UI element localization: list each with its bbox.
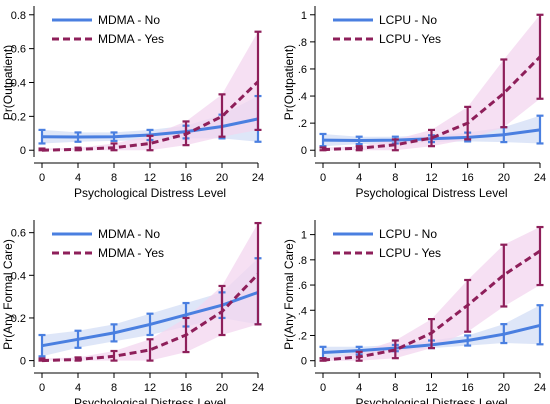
x-tick-label: 12	[144, 172, 156, 184]
x-axis-title: Psychological Distress Level	[74, 186, 226, 200]
x-tick-label: 8	[111, 382, 117, 394]
x-tick-label: 20	[216, 172, 228, 184]
x-tick-label: 0	[39, 382, 45, 394]
x-tick-label: 4	[75, 382, 81, 394]
y-tick-label: 0.6	[11, 228, 26, 240]
x-tick-label: 24	[534, 382, 546, 394]
y-tick-label: 0	[301, 145, 307, 157]
x-tick-label: 0	[320, 382, 326, 394]
series-line-yes	[322, 55, 542, 152]
legend-label: MDMA - Yes	[98, 246, 164, 260]
legend-label: MDMA - Yes	[98, 32, 164, 46]
x-tick-label: 8	[392, 382, 398, 394]
x-tick-label: 12	[425, 172, 437, 184]
y-tick-label: .6	[298, 64, 307, 76]
confidence-band-yes	[42, 223, 258, 361]
y-tick-label: .2	[298, 330, 307, 342]
x-tick-label: 24	[252, 382, 264, 394]
series-line-yes	[322, 249, 541, 362]
x-tick-label: 12	[144, 382, 156, 394]
y-tick-label: .4	[298, 91, 307, 103]
y-tick-label: .8	[298, 255, 307, 267]
confidence-band-no	[323, 115, 540, 147]
x-tick-label: 24	[252, 172, 264, 184]
y-tick-label: 0.6	[11, 44, 26, 56]
x-tick-label: 4	[75, 172, 81, 184]
series-line-yes	[41, 80, 260, 152]
chart-panel-3: 0 0.2 0.4 0.6 0 4 8 12 16 20 24 Psychological Distr…	[1, 220, 264, 404]
y-tick-label: 0.4	[11, 270, 26, 282]
x-tick-label: 20	[498, 172, 510, 184]
x-tick-label: 0	[320, 172, 326, 184]
series-line-yes	[41, 273, 260, 363]
y-tick-label: 1	[301, 230, 307, 242]
y-tick-label: 0	[301, 356, 307, 368]
y-axis-title: Pr(Any Formal Care)	[282, 239, 296, 350]
y-axis-title: Pr(Any Formal Care)	[1, 239, 15, 350]
x-tick-label: 16	[180, 172, 192, 184]
confidence-band-yes	[323, 14, 540, 151]
legend-label: LCPU - Yes	[379, 246, 441, 260]
y-axis-title: Pr(Outpatient)	[1, 45, 15, 120]
x-tick-label: 16	[462, 382, 474, 394]
confidence-band-no	[42, 258, 258, 357]
y-tick-label: 0	[20, 356, 26, 368]
x-tick-label: 20	[216, 382, 228, 394]
x-tick-label: 8	[111, 172, 117, 184]
legend-label: LCPU - No	[379, 227, 437, 241]
y-tick-label: .2	[298, 118, 307, 130]
chart-panel-4: 0 .2 .4 .6 .8 1 0 4 8 12 16 20 24 Psychological Distr…	[282, 220, 546, 404]
x-axis-title: Psychological Distress Level	[355, 396, 507, 404]
chart-panel-2: 0 .2 .4 .6 .8 1 0 4 8 12 16 20 24 Psychological Distr…	[282, 6, 546, 200]
chart-panel-1: 0 0.2 0.4 0.6 0.8 0 4 8 12 16 20 24 Psychological Di…	[1, 6, 264, 200]
y-tick-label: 0.2	[11, 313, 26, 325]
x-tick-label: 24	[534, 172, 546, 184]
x-tick-label: 16	[180, 382, 192, 394]
x-tick-label: 4	[356, 382, 362, 394]
y-axis-title: Pr(Outpatient)	[282, 45, 296, 120]
x-tick-label: 20	[498, 382, 510, 394]
x-tick-label: 8	[392, 172, 398, 184]
x-tick-label: 12	[425, 382, 437, 394]
y-tick-label: .8	[298, 37, 307, 49]
y-tick-label: 0.2	[11, 111, 26, 123]
x-tick-label: 0	[39, 172, 45, 184]
x-axis-title: Psychological Distress Level	[355, 186, 507, 200]
legend-label: LCPU - Yes	[379, 32, 441, 46]
x-tick-label: 4	[356, 172, 362, 184]
legend-label: MDMA - No	[98, 227, 160, 241]
legend-label: MDMA - No	[98, 13, 160, 27]
y-tick-label: 0.4	[11, 78, 26, 90]
x-axis-title: Psychological Distress Level	[74, 396, 226, 404]
y-tick-label: .4	[298, 305, 307, 317]
y-tick-label: 1	[301, 10, 307, 22]
y-tick-label: .6	[298, 280, 307, 292]
y-tick-label: 0.8	[11, 10, 26, 22]
y-tick-label: 0	[20, 145, 26, 157]
confidence-band-yes	[42, 31, 258, 151]
legend-label: LCPU - No	[379, 13, 437, 27]
x-tick-label: 16	[462, 172, 474, 184]
